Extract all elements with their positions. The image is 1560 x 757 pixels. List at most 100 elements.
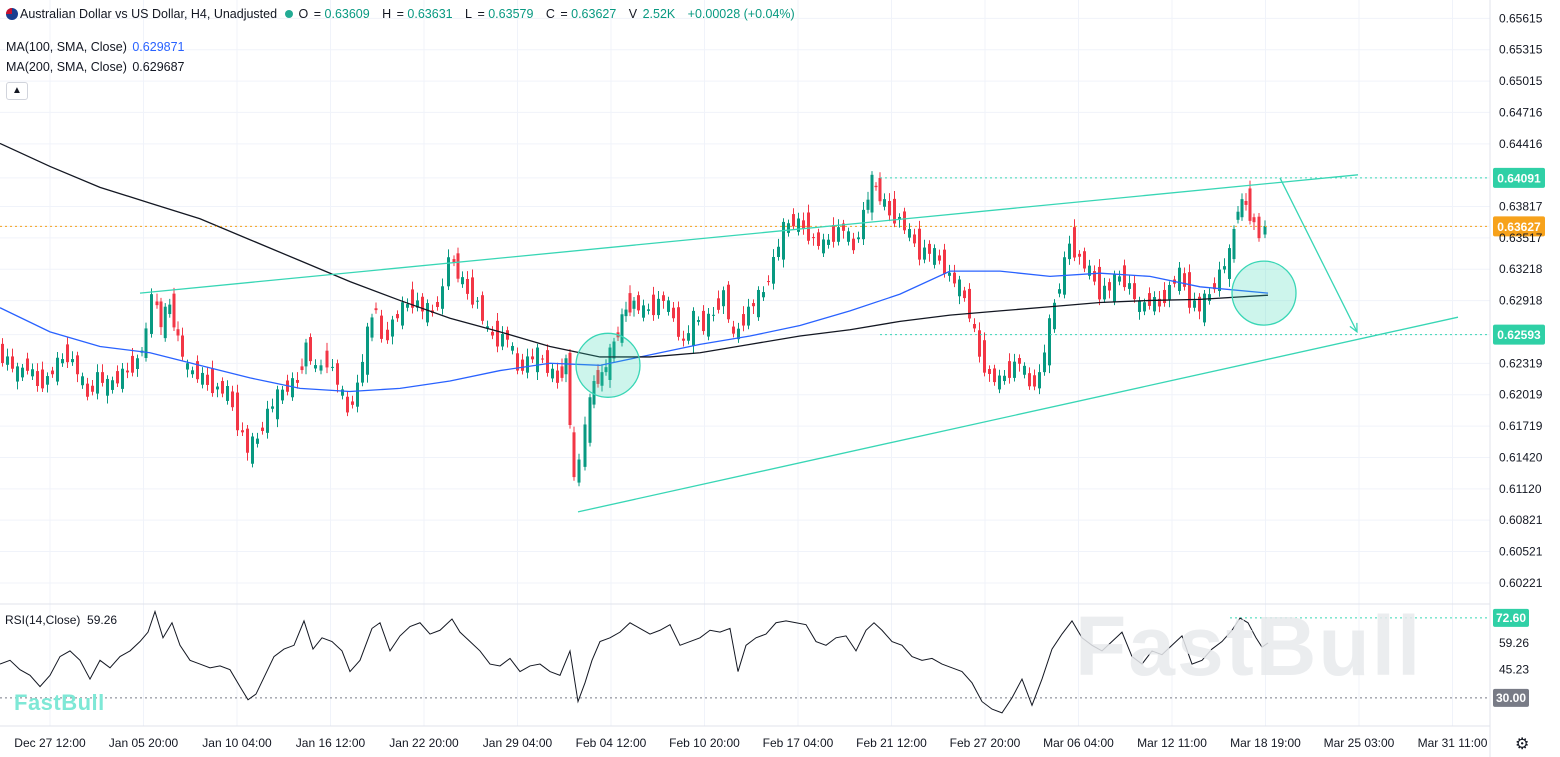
candle-body[interactable] xyxy=(588,397,592,443)
candle-body[interactable] xyxy=(862,209,865,240)
candle-body[interactable] xyxy=(61,359,64,364)
candle-body[interactable] xyxy=(943,249,946,274)
candle-body[interactable] xyxy=(256,438,259,444)
candle-body[interactable] xyxy=(346,396,349,413)
candle-body[interactable] xyxy=(206,374,209,385)
candle-body[interactable] xyxy=(111,380,114,390)
candle-body[interactable] xyxy=(386,329,389,341)
candle-body[interactable] xyxy=(870,174,874,213)
candle-body[interactable] xyxy=(309,337,312,362)
candle-body[interactable] xyxy=(1163,289,1166,304)
candle-body[interactable] xyxy=(782,221,785,260)
candle-body[interactable] xyxy=(291,378,294,398)
candle-body[interactable] xyxy=(1168,284,1171,300)
candle-body[interactable] xyxy=(866,199,870,210)
trend-line[interactable] xyxy=(577,316,1459,513)
candle-body[interactable] xyxy=(802,220,805,229)
candle-body[interactable] xyxy=(496,320,499,347)
candle-body[interactable] xyxy=(787,223,790,233)
candle-body[interactable] xyxy=(116,371,119,384)
candle-body[interactable] xyxy=(592,381,596,405)
candle-body[interactable] xyxy=(341,389,344,396)
candle-body[interactable] xyxy=(416,300,419,308)
candle-body[interactable] xyxy=(998,375,1001,390)
candle-body[interactable] xyxy=(822,239,825,254)
candle-body[interactable] xyxy=(707,313,710,337)
candle-body[interactable] xyxy=(564,358,568,375)
candle-body[interactable] xyxy=(421,296,424,312)
candle-body[interactable] xyxy=(276,389,279,420)
candle-body[interactable] xyxy=(1193,300,1196,308)
candle-body[interactable] xyxy=(491,331,494,336)
candle-body[interactable] xyxy=(1023,365,1026,375)
candle-body[interactable] xyxy=(319,365,323,371)
candle-body[interactable] xyxy=(1093,271,1096,282)
candle-body[interactable] xyxy=(471,277,474,305)
candle-body[interactable] xyxy=(923,247,926,260)
candle-body[interactable] xyxy=(1123,265,1126,288)
candle-body[interactable] xyxy=(1257,216,1261,239)
candle-body[interactable] xyxy=(737,328,740,340)
candle-body[interactable] xyxy=(150,294,153,334)
candle-body[interactable] xyxy=(66,344,69,363)
candle-body[interactable] xyxy=(1183,273,1186,287)
candle-body[interactable] xyxy=(1073,227,1076,258)
candle-body[interactable] xyxy=(521,359,524,371)
highlight-circle[interactable] xyxy=(1231,260,1297,326)
candle-body[interactable] xyxy=(46,376,49,385)
candle-body[interactable] xyxy=(296,379,299,383)
candle-body[interactable] xyxy=(692,310,695,346)
ma100-legend[interactable]: MA(100, SMA, Close) 0.629871 xyxy=(6,40,187,54)
candle-body[interactable] xyxy=(396,314,399,319)
candle-body[interactable] xyxy=(163,306,167,339)
candle-body[interactable] xyxy=(1018,358,1021,364)
candle-body[interactable] xyxy=(1240,199,1244,218)
candle-body[interactable] xyxy=(11,356,14,369)
candle-body[interactable] xyxy=(1223,266,1226,270)
candle-body[interactable] xyxy=(281,389,284,401)
candle-body[interactable] xyxy=(211,368,214,394)
candle-body[interactable] xyxy=(91,385,94,392)
candle-body[interactable] xyxy=(86,383,89,397)
candle-body[interactable] xyxy=(176,329,180,336)
candle-body[interactable] xyxy=(1128,283,1131,289)
candle-body[interactable] xyxy=(993,368,996,383)
candle-body[interactable] xyxy=(16,366,19,382)
candle-body[interactable] xyxy=(1236,211,1240,220)
candle-body[interactable] xyxy=(331,366,334,368)
candle-body[interactable] xyxy=(526,356,529,373)
candle-body[interactable] xyxy=(186,363,189,370)
candle-body[interactable] xyxy=(31,369,34,377)
candle-body[interactable] xyxy=(466,278,469,294)
candle-body[interactable] xyxy=(742,314,745,326)
candle-body[interactable] xyxy=(812,237,815,239)
candle-body[interactable] xyxy=(41,369,44,389)
candle-body[interactable] xyxy=(366,326,369,375)
candle-body[interactable] xyxy=(938,255,941,261)
candle-body[interactable] xyxy=(1098,266,1101,300)
candle-body[interactable] xyxy=(1083,251,1086,269)
candle-body[interactable] xyxy=(1103,285,1106,300)
candle-body[interactable] xyxy=(1158,298,1161,307)
candle-body[interactable] xyxy=(374,308,378,311)
candle-body[interactable] xyxy=(918,228,921,260)
candle-body[interactable] xyxy=(361,361,364,383)
candle-body[interactable] xyxy=(266,408,269,433)
candle-body[interactable] xyxy=(968,288,971,319)
candle-body[interactable] xyxy=(620,314,624,343)
candle-body[interactable] xyxy=(436,302,439,307)
candle-body[interactable] xyxy=(426,303,429,323)
candle-body[interactable] xyxy=(852,238,855,251)
highlight-circle[interactable] xyxy=(575,332,641,398)
candle-body[interactable] xyxy=(893,198,896,224)
candle-body[interactable] xyxy=(246,428,249,453)
candle-body[interactable] xyxy=(973,323,976,329)
candle-body[interactable] xyxy=(637,295,640,311)
candle-body[interactable] xyxy=(988,368,991,374)
rsi-line[interactable] xyxy=(0,609,1269,714)
ma100-line[interactable] xyxy=(0,270,1269,393)
candle-body[interactable] xyxy=(506,330,509,340)
candle-body[interactable] xyxy=(481,295,484,321)
candle-body[interactable] xyxy=(913,234,916,244)
candle-body[interactable] xyxy=(226,386,229,401)
